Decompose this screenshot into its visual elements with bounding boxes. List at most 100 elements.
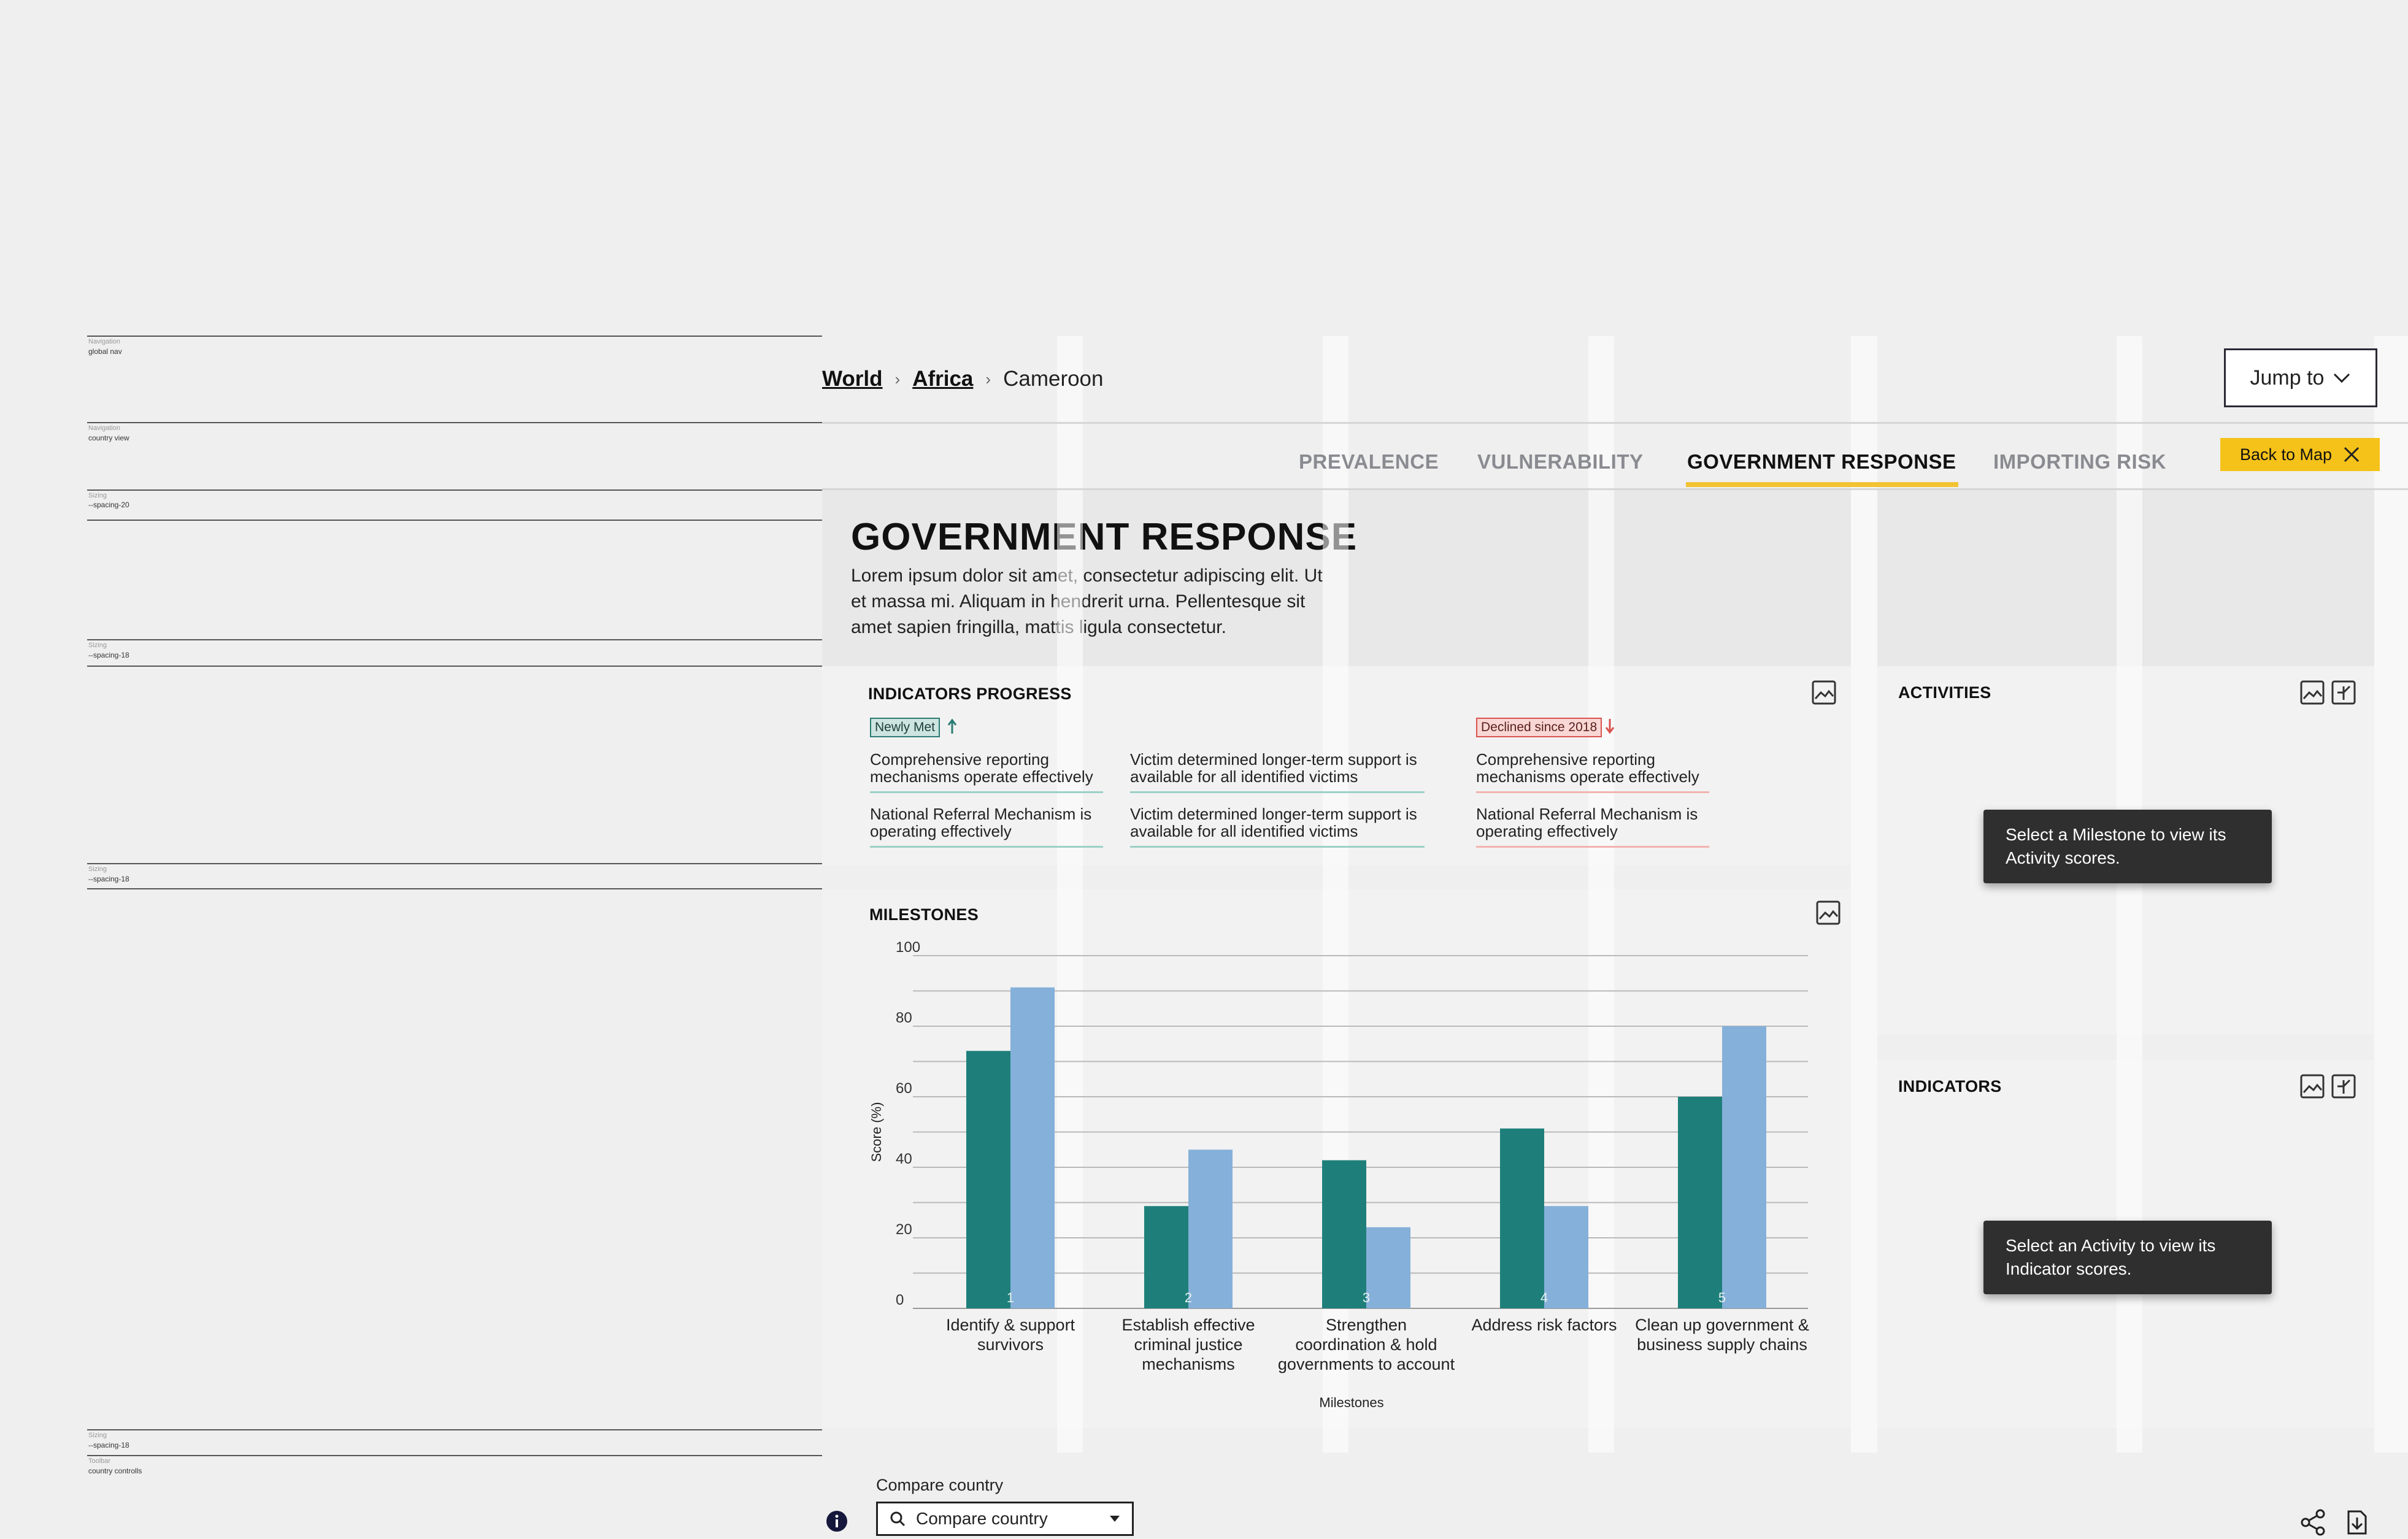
annotation-divider: [87, 1429, 822, 1430]
newly-met-badge: Newly Met: [870, 718, 941, 737]
tab-vulnerability[interactable]: VULNERABILITY: [1477, 450, 1644, 473]
annotation-label: global nav: [88, 347, 122, 356]
chevron-right-icon: ›: [985, 369, 991, 388]
collapse-icon[interactable]: [2331, 680, 2356, 705]
declined-badge: Declined since 2018: [1476, 718, 1602, 737]
y-tick-label: 0: [896, 1292, 904, 1308]
back-to-map-button[interactable]: Back to Map: [2220, 438, 2380, 471]
bar-series-1-5: [1678, 1097, 1722, 1308]
y-tick-label: 80: [896, 1010, 912, 1026]
download-icon[interactable]: [2344, 1509, 2371, 1536]
column-guide: [1851, 336, 1877, 1539]
newly-met-indicator[interactable]: National Referral Mechanism is operating…: [870, 805, 1103, 848]
bar-number-label: 5: [1718, 1290, 1726, 1305]
annotation-label: --spacing-20: [88, 501, 129, 509]
collapse-icon[interactable]: [2331, 1074, 2356, 1099]
compare-country-label: Compare country: [876, 1476, 1004, 1494]
bar-number-label: 1: [1007, 1290, 1014, 1305]
bar-number-label: 4: [1541, 1290, 1548, 1305]
image-icon[interactable]: [1812, 680, 1836, 705]
annotation-divider: [87, 489, 822, 491]
share-icon[interactable]: [2299, 1509, 2326, 1536]
declined-indicator[interactable]: Comprehensive reporting mechanisms opera…: [1476, 751, 1709, 793]
y-axis-label: Score (%): [869, 1102, 884, 1162]
bar-series-2-2: [1188, 1149, 1233, 1308]
active-tab-indicator: [1686, 482, 1958, 487]
annotation-category: Sizing: [88, 865, 107, 873]
tab-government-response[interactable]: GOVERNMENT RESPONSE: [1687, 450, 1956, 473]
tab-importing-risk[interactable]: IMPORTING RISK: [1993, 450, 2167, 473]
bar-series-2-3: [1366, 1227, 1410, 1308]
annotation-divider: [87, 666, 822, 667]
compare-country-select[interactable]: Compare country: [876, 1502, 1134, 1536]
y-tick-label: 20: [896, 1221, 912, 1238]
breadcrumb: World › Africa › Cameroon: [822, 364, 1104, 394]
image-icon[interactable]: [2300, 680, 2325, 705]
annotation-label: country controlls: [88, 1467, 142, 1475]
newly-met-indicator[interactable]: Comprehensive reporting mechanisms opera…: [870, 751, 1103, 793]
annotation-divider: [87, 639, 822, 640]
bar-series-1-1: [966, 1051, 1010, 1308]
x-category-label: survivors: [977, 1335, 1044, 1354]
annotation-category: Navigation: [88, 424, 120, 432]
annotation-label: --spacing-18: [88, 651, 129, 659]
column-guide: [1588, 336, 1614, 1539]
image-icon[interactable]: [2300, 1074, 2325, 1099]
page-title: GOVERNMENT RESPONSE: [851, 516, 1358, 558]
x-category-label: Strengthen: [1326, 1316, 1407, 1334]
jump-to-button[interactable]: Jump to: [2224, 348, 2377, 407]
arrow-down-icon: [1605, 719, 1615, 734]
annotation-category: Sizing: [88, 642, 107, 649]
x-category-label: criminal justice: [1134, 1335, 1242, 1354]
x-category-label: Clean up government &: [1635, 1316, 1809, 1334]
x-category-label: coordination & hold: [1295, 1335, 1437, 1354]
indicators-tooltip: Select an Activity to view its Indicator…: [1983, 1221, 2272, 1294]
declined-indicator[interactable]: National Referral Mechanism is operating…: [1476, 805, 1709, 848]
x-category-label: mechanisms: [1142, 1355, 1235, 1373]
tab-prevalence[interactable]: PREVALENCE: [1299, 450, 1439, 473]
column-guide: [2374, 336, 2408, 1539]
annotation-category: Sizing: [88, 492, 107, 499]
newly-met-indicator[interactable]: Victim determined longer-term support is…: [1130, 751, 1425, 793]
bar-series-1-2: [1144, 1206, 1188, 1308]
column-guide: [2117, 336, 2142, 1539]
annotation-divider: [87, 520, 851, 521]
activities-title: ACTIVITIES: [1898, 683, 1991, 702]
x-category-label: Establish effective: [1121, 1316, 1255, 1334]
image-icon[interactable]: [1816, 900, 1841, 925]
bar-number-label: 2: [1185, 1290, 1192, 1305]
column-guide: [1323, 336, 1348, 1539]
back-to-map-label: Back to Map: [2239, 445, 2333, 464]
breadcrumb-world-link[interactable]: World: [822, 367, 883, 391]
milestones-title: MILESTONES: [869, 905, 979, 924]
x-category-label: governments to account: [1278, 1355, 1455, 1373]
bar-series-2-5: [1722, 1026, 1766, 1308]
bar-series-1-3: [1322, 1160, 1366, 1308]
indicators-title: INDICATORS: [1898, 1077, 2002, 1096]
x-axis-label: Milestones: [1319, 1395, 1383, 1410]
annotation-category: Navigation: [88, 338, 120, 345]
compare-country-placeholder: Compare country: [916, 1509, 1048, 1528]
info-icon[interactable]: [826, 1510, 848, 1532]
annotation-label: country view: [88, 434, 129, 442]
milestones-chart: 0 20 40 60 80 100 Score (%) 1 Identify & support…: [869, 939, 1809, 1410]
x-category-label: Identify & support: [946, 1316, 1075, 1334]
arrow-up-icon: [947, 718, 957, 734]
bar-series-2-4: [1544, 1206, 1588, 1308]
annotation-divider: [87, 422, 822, 423]
y-tick-label: 60: [896, 1080, 912, 1097]
newly-met-indicator[interactable]: Victim determined longer-term support is…: [1130, 805, 1425, 848]
y-tick-label: 40: [896, 1151, 912, 1167]
country-controls-toolbar: Compare country Compare country: [822, 1453, 2408, 1539]
x-category-label: Address risk factors: [1471, 1316, 1617, 1334]
annotation-divider: [87, 863, 822, 864]
indicators-progress-title: INDICATORS PROGRESS: [868, 685, 1072, 703]
jump-to-label: Jump to: [2250, 366, 2325, 390]
chevron-down-icon: [1110, 1516, 1120, 1522]
annotation-category: Toolbar: [88, 1457, 111, 1465]
chevron-down-icon: [2334, 373, 2350, 383]
global-nav: World › Africa › Cameroon Jump to: [822, 336, 2408, 422]
y-tick-label: 100: [896, 939, 920, 956]
column-guide: [1057, 336, 1083, 1539]
breadcrumb-africa-link[interactable]: Africa: [912, 367, 974, 391]
